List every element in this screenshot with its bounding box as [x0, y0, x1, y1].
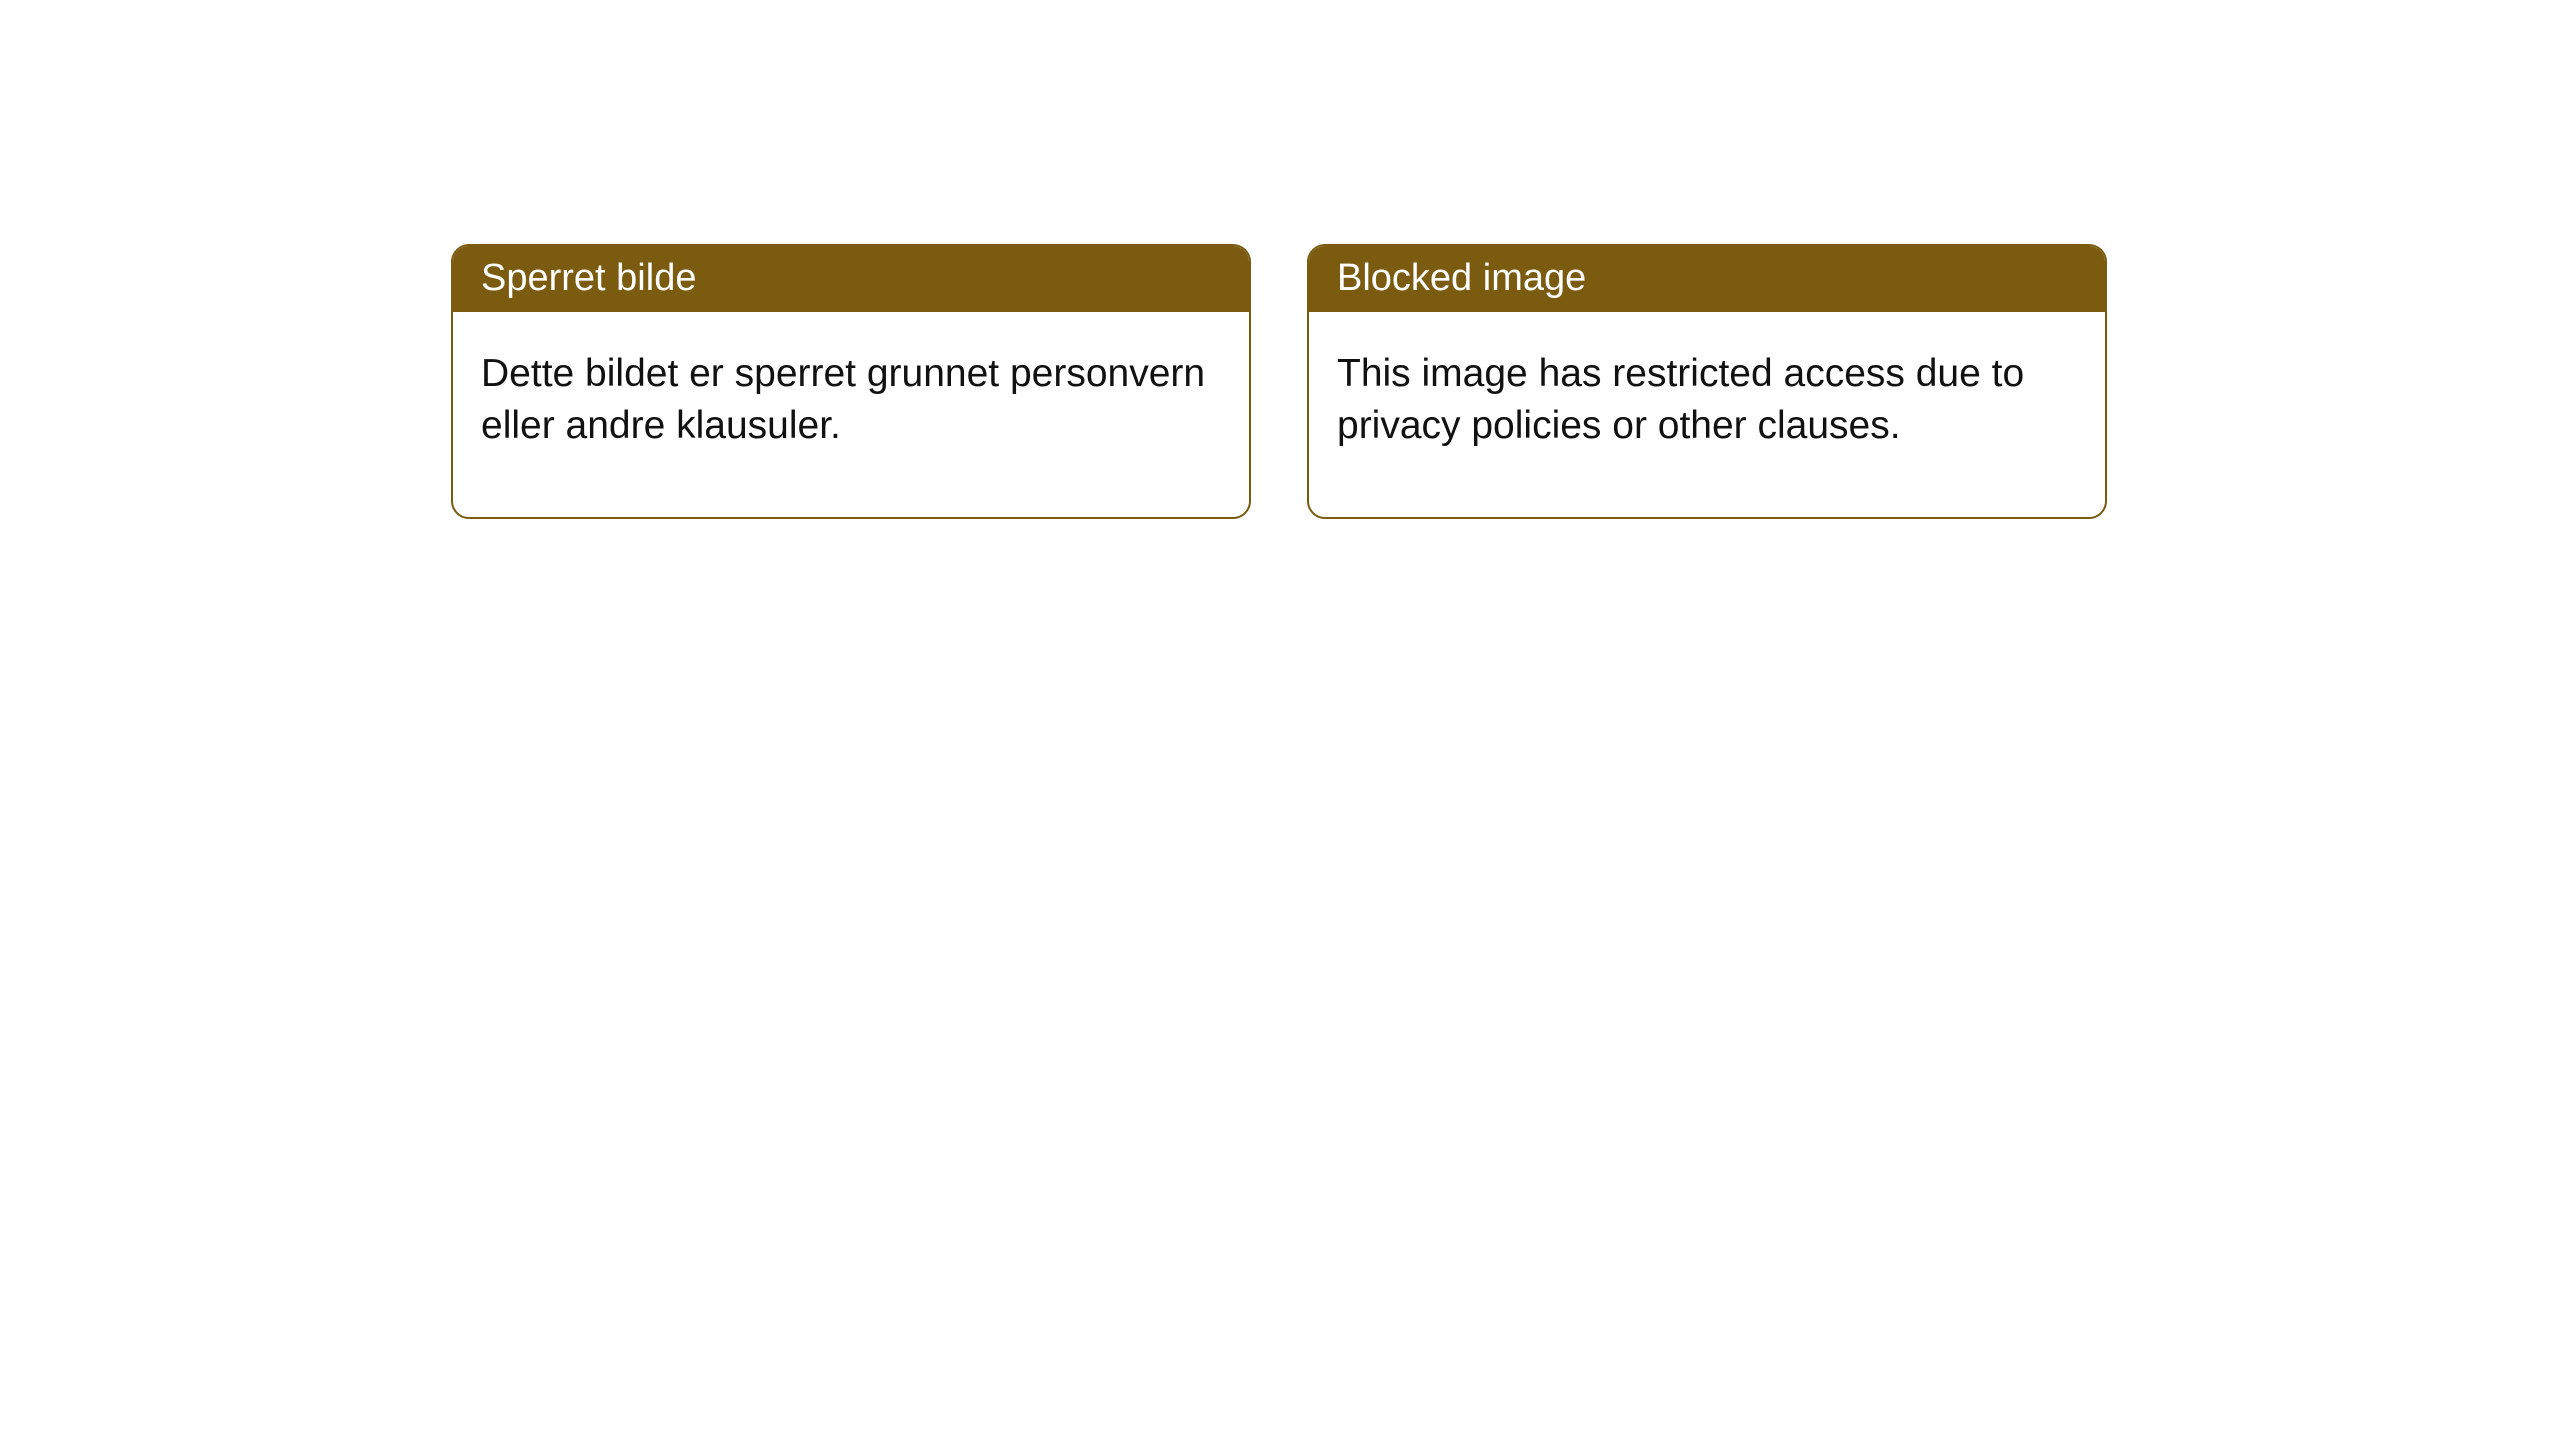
card-body-english: This image has restricted access due to …: [1309, 312, 2105, 517]
card-header-norwegian: Sperret bilde: [453, 246, 1249, 312]
blocked-image-cards: Sperret bilde Dette bildet er sperret gr…: [451, 244, 2107, 519]
card-header-english: Blocked image: [1309, 246, 2105, 312]
card-body-norwegian: Dette bildet er sperret grunnet personve…: [453, 312, 1249, 517]
card-english: Blocked image This image has restricted …: [1307, 244, 2107, 519]
card-norwegian: Sperret bilde Dette bildet er sperret gr…: [451, 244, 1251, 519]
